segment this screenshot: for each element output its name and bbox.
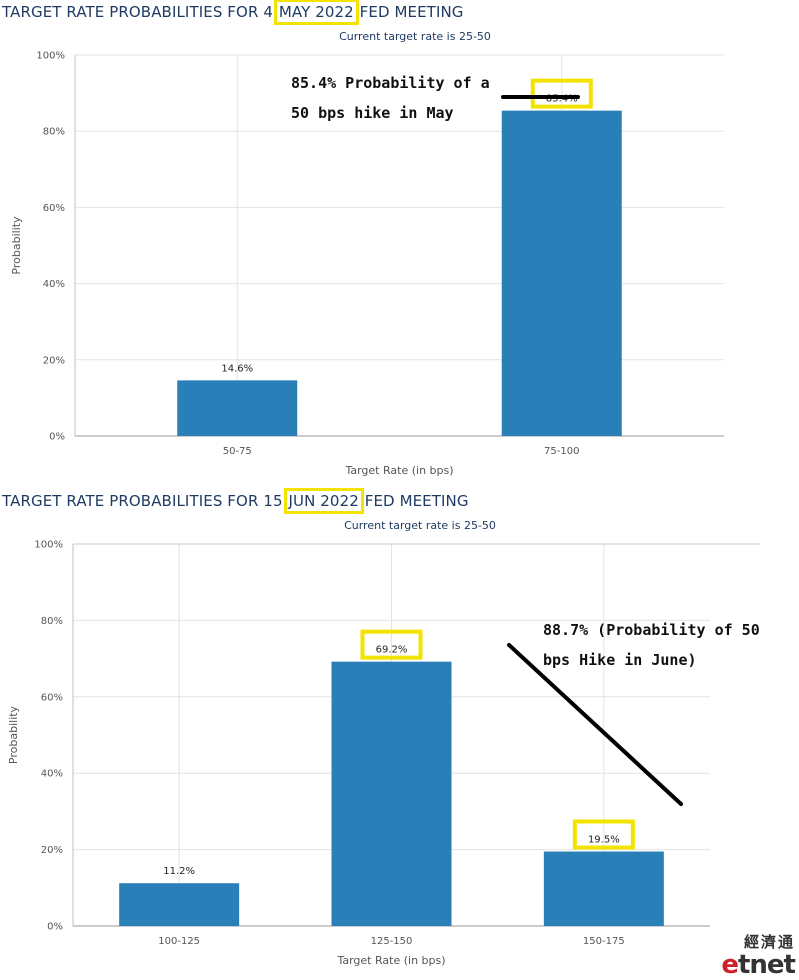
chart2-annotation-line: bps Hike in June): [543, 651, 697, 669]
chart2-value-label: 69.2%: [376, 645, 408, 656]
chart2-highlight-box: [360, 629, 423, 660]
chart2-bar-100-125: [119, 883, 240, 926]
chart1-plot: 0% 20% 40% 60% 80% 100% 14.6% 50-75 85.4% 75-100 T…: [10, 51, 724, 477]
chart2-yaxis-title: Probability: [7, 705, 20, 764]
chart1-ytick-label: 0%: [49, 432, 65, 443]
chart1-ytick-label: 60%: [43, 203, 65, 214]
logo-wordmark: etnet: [721, 950, 796, 980]
chart2-highlight-box: [572, 819, 635, 850]
chart1-value-label: 85.4%: [546, 94, 578, 105]
chart2-xaxis-title: Target Rate (in bps): [336, 954, 445, 967]
chart1-ytick-label: 20%: [43, 355, 65, 366]
chart1-bar-50-75: [177, 380, 298, 436]
chart1-ytick-label: 40%: [43, 279, 65, 290]
chart1-subtitle: Current target rate is 25-50: [339, 30, 491, 43]
chart2-plot: 0% 20% 40% 60% 80% 100% 11.2% 100-125 69.2% 125-1…: [7, 540, 760, 967]
chart2-ytick-label: 20%: [41, 845, 63, 856]
chart1-title-date: MAY 2022: [273, 0, 359, 25]
chart2-title: TARGET RATE PROBABILITIES FOR 15 JUN 202…: [2, 488, 469, 514]
logo-chinese-text: 經濟通: [743, 933, 795, 951]
chart2-ytick-label: 40%: [41, 769, 63, 780]
chart2-ytick-label: 100%: [34, 540, 63, 551]
chart2-ytick-label: 0%: [47, 922, 63, 933]
chart1-highlight-box: [530, 78, 593, 109]
chart2-ytick-label: 60%: [41, 692, 63, 703]
logo-wordmark-accent: e: [721, 950, 739, 980]
chart1-title-prefix: TARGET RATE PROBABILITIES FOR 4: [2, 3, 278, 21]
chart2-ytick-label: 80%: [41, 616, 63, 627]
chart2-bar-125-150: [331, 661, 452, 926]
chart2-annotation-line: 88.7% (Probability of 50: [543, 621, 760, 639]
chart1-yaxis-title: Probability: [10, 216, 23, 275]
chart2-title-suffix: FED MEETING: [359, 492, 469, 510]
chart2-subtitle: Current target rate is 25-50: [344, 519, 496, 532]
chart2-value-label: 19.5%: [588, 835, 620, 846]
chart1-title-suffix: FED MEETING: [354, 3, 464, 21]
chart2-xtick-label: 100-125: [158, 936, 200, 947]
chart2-bar-150-175: [543, 851, 664, 926]
chart1-xaxis-title: Target Rate (in bps): [344, 464, 453, 477]
chart1-ytick-label: 100%: [36, 51, 65, 62]
chart1-value-label: 14.6%: [221, 363, 253, 374]
chart1-xtick-label: 75-100: [544, 446, 579, 457]
chart1-xtick-label: 50-75: [223, 446, 252, 457]
chart2-title-prefix: TARGET RATE PROBABILITIES FOR 15: [2, 492, 288, 510]
chart1-bar-75-100: [501, 110, 622, 436]
chart2-annotation-pointer: [507, 643, 683, 806]
chart2-xtick-label: 150-175: [583, 936, 625, 947]
chart2-title-date: JUN 2022: [283, 488, 364, 514]
chart1-ytick-label: 80%: [43, 127, 65, 138]
etnet-logo: 經濟通 etnet: [721, 931, 796, 980]
logo-wordmark-rest: tnet: [737, 950, 796, 980]
chart2-xtick-label: 125-150: [371, 936, 413, 947]
chart1-annotation-line: 85.4% Probability of a: [291, 74, 490, 92]
chart2-value-label: 11.2%: [163, 866, 195, 877]
chart1-annotation-line: 50 bps hike in May: [291, 104, 454, 122]
chart1-title: TARGET RATE PROBABILITIES FOR 4 MAY 2022…: [2, 0, 464, 25]
